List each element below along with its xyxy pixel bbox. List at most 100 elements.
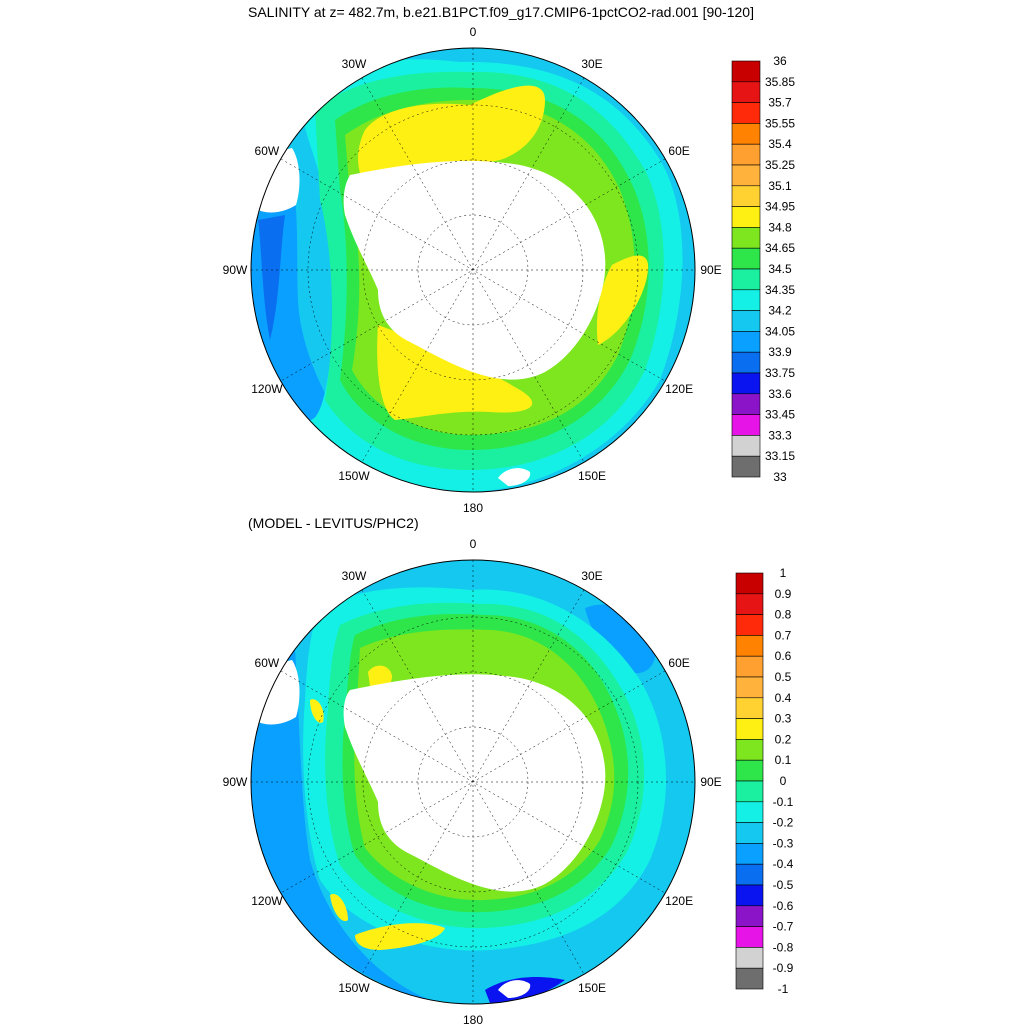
top-colorbar-swatch-13 — [731, 331, 761, 353]
bottom-colorbar-swatch-3 — [735, 635, 764, 657]
bottom-colorbar-label-1: 0.9 — [775, 587, 792, 601]
top-colorbar-label-11: 34.35 — [765, 283, 795, 297]
top-colorbar-label-9: 34.65 — [765, 241, 795, 255]
bottom-lon-label-1: 30E — [581, 569, 602, 583]
bottom-colorbar-swatch-4 — [735, 655, 764, 678]
top-colorbar-label-19: 33.15 — [765, 449, 795, 463]
bottom-graticule — [251, 560, 695, 1004]
bottom-new-zealand-land — [498, 980, 531, 998]
bottom-lon-label-0: 0 — [470, 537, 477, 551]
bottom-colorbar: 1 0.9 0.8 0.7 0.6 0.5 0.4 0.3 0.2 0.1 0 -0.1 -0.2 -0.… — [735, 566, 794, 996]
top-colorbar-label-12: 34.2 — [768, 304, 792, 318]
bottom-west-negative-band — [251, 650, 430, 1000]
bottom-lon-label-3: 90E — [700, 775, 721, 789]
bottom-colorbar-swatch-0 — [735, 572, 764, 595]
top-lon-label-0: 0 — [470, 25, 477, 39]
top-colorbar: 36 35.85 35.7 35.55 35.4 35.25 35.1 34.95 34.8 34… — [731, 54, 795, 484]
top-yellow-high-salinity-indian — [596, 255, 649, 345]
bottom-colorbar-swatch-13 — [735, 843, 764, 865]
bottom-colorbar-label-11: -0.1 — [773, 795, 794, 809]
top-lon-label-1: 30E — [581, 57, 602, 71]
top-colorbar-swatch-9 — [731, 247, 761, 270]
top-lon-label-11: 30W — [342, 57, 367, 71]
top-colorbar-swatch-15 — [731, 372, 761, 395]
top-lon-label-5: 150E — [578, 469, 606, 483]
bottom-colorbar-label-6: 0.4 — [775, 691, 792, 705]
bottom-colorbar-swatch-9 — [735, 759, 764, 782]
bottom-colorbar-swatch-10 — [735, 780, 764, 803]
top-colorbar-swatch-0 — [731, 60, 761, 83]
top-lon-label-2: 60E — [668, 144, 689, 158]
bottom-colorbar-swatch-7 — [735, 718, 764, 740]
top-yellow-high-salinity-pacific — [377, 325, 533, 420]
bottom-lon-label-5: 150E — [578, 981, 606, 995]
top-colorbar-label-10: 34.5 — [768, 262, 792, 276]
bottom-yellow-patch-atlantic — [368, 665, 392, 689]
top-colorbar-label-20: 33 — [773, 470, 787, 484]
bottom-colorbar-label-7: 0.3 — [775, 712, 792, 726]
top-colorbar-label-17: 33.45 — [765, 408, 795, 422]
bottom-colorbar-label-13: -0.3 — [773, 836, 794, 850]
bottom-colorbar-label-17: -0.7 — [773, 920, 794, 934]
bottom-anomaly-map: 0 30E 60E 90E 120E 150E 180 150W 120W 90W 60W 30W 1… — [223, 537, 794, 1024]
top-colorbar-swatch-17 — [731, 414, 761, 436]
top-colorbar-swatch-16 — [731, 393, 761, 415]
top-colorbar-swatch-5 — [731, 164, 761, 187]
top-colorbar-swatch-18 — [731, 435, 761, 457]
bottom-colorbar-swatch-12 — [735, 822, 764, 844]
bottom-colorbar-swatch-2 — [735, 614, 764, 636]
top-map-fields — [251, 48, 695, 492]
top-new-zealand-land — [498, 468, 531, 486]
top-colorbar-label-1: 35.85 — [765, 75, 795, 89]
bottom-lon-label-6: 180 — [463, 1013, 483, 1024]
top-lon-label-9: 90W — [223, 263, 248, 277]
bottom-lon-label-11: 30W — [342, 569, 367, 583]
top-colorbar-label-6: 35.1 — [768, 179, 792, 193]
bottom-colorbar-swatch-11 — [735, 801, 764, 823]
top-colorbar-label-14: 33.9 — [768, 345, 792, 359]
top-colorbar-label-5: 35.25 — [765, 158, 795, 172]
top-colorbar-swatch-12 — [731, 310, 761, 332]
top-map-title: SALINITY at z= 482.7m, b.e21.B1PCT.f09_g… — [248, 4, 754, 20]
bottom-colorbar-label-20: -1 — [778, 982, 789, 996]
bottom-colorbar-label-5: 0.5 — [775, 670, 792, 684]
bottom-lon-label-9: 90W — [223, 775, 248, 789]
bottom-lon-label-10: 60W — [255, 656, 280, 670]
bottom-colorbar-label-8: 0.2 — [775, 732, 792, 746]
bottom-lon-label-8: 120W — [251, 894, 283, 908]
top-colorbar-swatch-7 — [731, 206, 761, 228]
top-colorbar-label-4: 35.4 — [768, 137, 792, 151]
bottom-colorbar-label-16: -0.6 — [773, 899, 794, 913]
top-lon-label-10: 60W — [255, 144, 280, 158]
bottom-colorbar-swatch-16 — [735, 905, 764, 927]
bottom-colorbar-label-14: -0.4 — [773, 857, 794, 871]
top-colorbar-swatch-3 — [731, 123, 761, 145]
top-colorbar-swatch-14 — [731, 351, 761, 374]
bottom-colorbar-label-3: 0.7 — [775, 628, 792, 642]
top-colorbar-label-18: 33.3 — [768, 428, 792, 442]
bottom-lon-label-2: 60E — [668, 656, 689, 670]
bottom-yellow-patch-south — [355, 923, 445, 950]
top-colorbar-swatch-6 — [731, 185, 761, 207]
top-colorbar-label-8: 34.8 — [768, 220, 792, 234]
top-colorbar-swatch-1 — [731, 81, 761, 103]
bottom-colorbar-swatch-6 — [735, 697, 764, 719]
bottom-colorbar-label-19: -0.9 — [773, 961, 794, 975]
top-antarctica-landmass — [343, 160, 606, 380]
bottom-colorbar-label-10: 0 — [780, 774, 787, 788]
bottom-antarctica-landmass — [343, 674, 606, 892]
bottom-map-border — [250, 559, 696, 1005]
top-west-lowest-band — [258, 215, 285, 340]
bottom-colorbar-label-9: 0.1 — [775, 753, 792, 767]
bottom-colorbar-label-18: -0.8 — [773, 940, 794, 954]
top-colorbar-label-3: 35.55 — [765, 116, 795, 130]
top-salinity-map: 0 30E 60E 90E 120E 150E 180 150W 120W 90W 60W 30W 3… — [223, 25, 796, 515]
bottom-longitude-labels: 0 30E 60E 90E 120E 150E 180 150W 120W 90W 60W 30W — [223, 537, 722, 1024]
top-lon-label-6: 180 — [463, 501, 483, 515]
top-colorbar-label-0: 36 — [773, 54, 787, 68]
bottom-colorbar-label-2: 0.8 — [775, 608, 792, 622]
bottom-colorbar-swatch-14 — [735, 863, 764, 886]
top-map-border — [250, 47, 696, 493]
top-colorbar-label-2: 35.7 — [768, 96, 792, 110]
